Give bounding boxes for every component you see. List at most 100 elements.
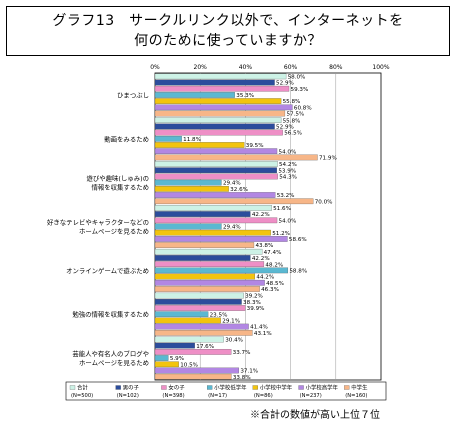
data-label: 51.2% [272, 231, 290, 237]
bar [154, 336, 224, 343]
data-label: 29.1% [222, 319, 240, 325]
bar [154, 123, 275, 130]
bar [154, 217, 278, 224]
bar [154, 192, 276, 198]
data-label: 44.2% [256, 275, 274, 281]
bar [154, 117, 282, 124]
data-label: 41.4% [250, 325, 268, 331]
data-label: 53.9% [278, 168, 296, 174]
data-label: 58.6% [289, 237, 307, 243]
data-label: 53.2% [277, 193, 295, 199]
bar [154, 329, 253, 336]
legend-n: (N=160) [345, 393, 367, 399]
category-label: ホームページを見るため [79, 228, 149, 236]
data-label: 51.6% [273, 206, 291, 212]
legend [65, 381, 387, 401]
bar [154, 236, 288, 242]
bar [154, 298, 242, 305]
bar [154, 367, 239, 374]
legend-swatch [298, 385, 304, 390]
legend-label: 中学生 [351, 384, 368, 392]
x-tick-label: 20% [194, 64, 208, 71]
bar [154, 135, 182, 142]
legend-swatch [252, 385, 258, 390]
bar [154, 142, 245, 148]
x-tick-label: 0% [150, 64, 160, 71]
data-label: 5.9% [170, 356, 184, 362]
bar [154, 361, 179, 368]
data-label: 43.1% [254, 331, 272, 337]
bar [154, 355, 169, 361]
bar [154, 305, 246, 311]
data-label: 39.5% [246, 143, 264, 149]
bar [154, 186, 229, 192]
bar [154, 104, 293, 111]
bar [154, 248, 263, 255]
data-label: 59.3% [291, 87, 309, 93]
data-label: 10.5% [180, 362, 198, 368]
data-label: 55.8% [283, 118, 301, 124]
bar [154, 154, 318, 161]
legend-label: 合計 [77, 384, 88, 392]
data-label: 30.4% [225, 338, 243, 344]
data-label: 47.4% [264, 250, 282, 256]
data-label: 54.2% [279, 162, 297, 168]
bar [154, 223, 222, 230]
category-label: 芸能人や有名人のブログや [72, 349, 149, 358]
bar [154, 279, 265, 286]
category-label: 勉強の情報を収集するため [72, 310, 149, 319]
chart-title-line-2: 何のために使っていますか？ [134, 33, 322, 49]
category-label: ひまつぶし [117, 91, 149, 99]
x-tick-label: 100% [372, 64, 389, 71]
bar [154, 242, 255, 248]
bar [154, 148, 278, 155]
legend-swatch [161, 385, 167, 390]
bar [154, 317, 221, 324]
category-label: 好きなテレビやキャラクターなどの [47, 218, 149, 227]
category-label: 情報を収集するため [91, 183, 149, 192]
data-label: 43.8% [255, 243, 273, 249]
chart-title: グラフ13 サークルリンク以外で、インターネットを 何のために使っていますか？ [6, 6, 450, 56]
legend-n: (N=86) [254, 393, 273, 399]
bar [154, 205, 272, 211]
bar [154, 229, 271, 236]
legend-label: 男の子 [123, 385, 140, 392]
data-label: 32.6% [230, 187, 248, 193]
legend-label: 小学校中学年 [260, 384, 293, 392]
bar [154, 267, 289, 274]
bar [154, 349, 232, 355]
data-label: 54.3% [279, 175, 297, 181]
data-label: 60.8% [294, 105, 312, 111]
bar [154, 211, 251, 217]
category-label: ホームページを見るため [79, 359, 149, 367]
data-label: 29.4% [223, 181, 241, 187]
bar [154, 110, 286, 117]
bar [154, 92, 235, 98]
data-label: 11.8% [183, 137, 201, 143]
data-label: 42.2% [252, 212, 270, 218]
legend-swatch [207, 385, 213, 390]
bar [154, 179, 222, 186]
bar [154, 73, 287, 80]
data-label: 39.9% [247, 306, 265, 312]
legend-n: (N=17) [208, 393, 227, 399]
data-label: 38.3% [243, 300, 261, 306]
bar [154, 292, 244, 299]
legend-swatch [115, 385, 121, 390]
data-label: 52.9% [276, 81, 294, 87]
bar [154, 311, 209, 318]
category-label: オンラインゲームで遊ぶため [66, 266, 149, 275]
footnote: ※合計の数値が高い上位７位 [250, 410, 380, 421]
data-label: 57.5% [286, 112, 304, 118]
bar [154, 261, 265, 267]
bar [154, 273, 256, 280]
x-tick-label: 60% [284, 64, 298, 71]
chart-title-line-1: グラフ13 サークルリンク以外で、インターネットを [52, 13, 404, 29]
bar [154, 129, 283, 136]
data-label: 33.7% [233, 350, 251, 356]
legend-n: (N=500) [71, 393, 93, 399]
data-label: 37.1% [240, 369, 258, 375]
data-label: 48.2% [265, 262, 283, 268]
data-label: 23.5% [210, 312, 228, 318]
legend-n: (N=398) [162, 393, 184, 399]
